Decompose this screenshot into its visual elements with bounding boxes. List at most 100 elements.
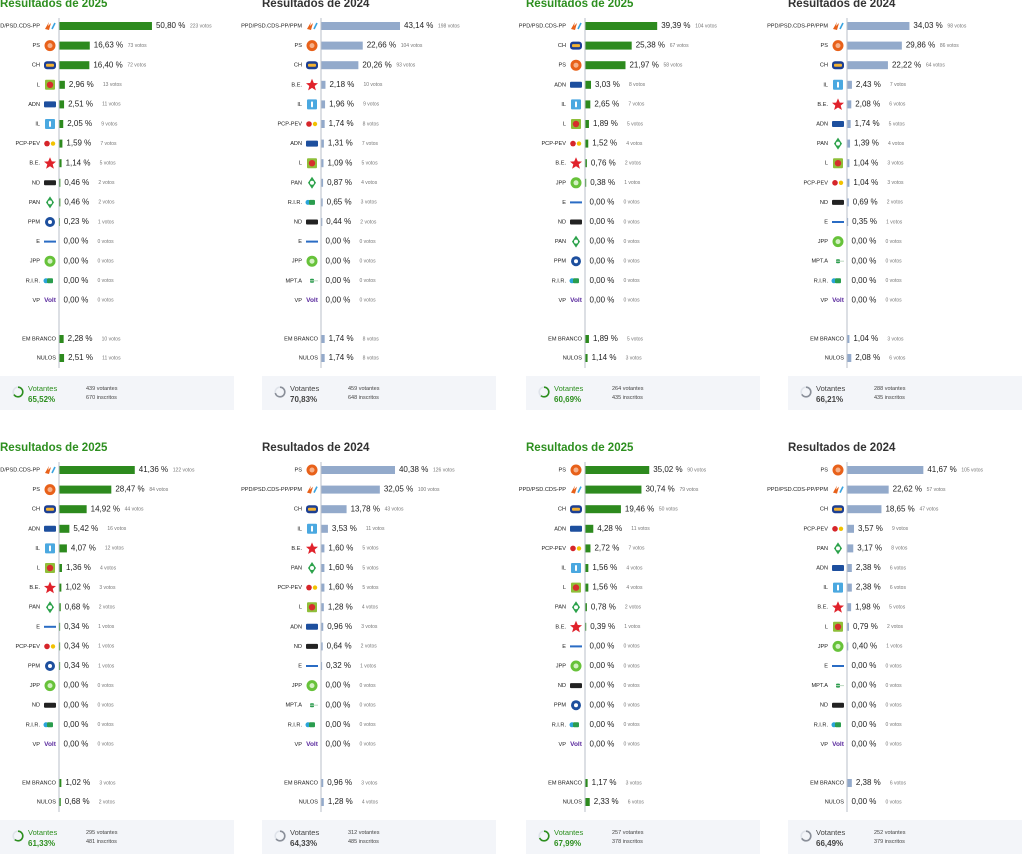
vote-bar [59, 564, 62, 572]
party-row: ADN 4,28 % 11 votos [554, 524, 650, 533]
vote-bar [847, 61, 888, 70]
turnout-ring-icon [12, 386, 24, 398]
party-name: CH [294, 63, 302, 69]
vote-percent: 0,00 % [64, 700, 89, 709]
party-row: PCP-PEV 1,60 % 5 votos [277, 583, 379, 592]
party-row: PAN 0,68 % 2 votos [29, 601, 115, 614]
vote-bar [847, 198, 849, 207]
vote-count: 8 votos [629, 82, 646, 88]
party-name: JPP [292, 683, 303, 689]
vote-count: 126 votos [433, 467, 455, 473]
vote-percent: 20,26 % [362, 60, 391, 69]
party-row: ND 0,46 % 2 votos [32, 178, 115, 187]
nd-logo-icon [306, 643, 318, 649]
vote-bar [847, 120, 851, 128]
panel-title: Resultados de 2025 [0, 442, 108, 454]
vote-percent: 21,97 % [629, 60, 658, 69]
mpt-logo-icon [310, 278, 318, 283]
party-row: PCP-PEV 1,52 % 4 votos [541, 139, 642, 148]
party-row: VP Volt 0,00 % 0 votos [295, 740, 377, 749]
party-name: PPM [28, 663, 40, 669]
vote-bar [59, 100, 65, 109]
rir-logo-icon [43, 278, 53, 284]
party-row: PPD/PSD.CDS-PP 50,80 % 223 votos [0, 21, 212, 30]
party-row: R.I.R. 0,00 % 0 votos [552, 720, 640, 729]
cdu-logo-icon [44, 140, 56, 147]
turnout-footer: Votantes 67,99% 257 votantes 378 inscrit… [526, 820, 760, 854]
vote-bar [585, 485, 642, 494]
vote-percent: 0,00 % [590, 661, 615, 670]
party-row: E 0,34 % 1 votos [36, 622, 114, 631]
vote-percent: 19,46 % [625, 504, 654, 513]
party-row: JPP 0,00 % 0 votos [818, 236, 902, 248]
chega-logo-icon [306, 61, 318, 70]
party-row: PAN 0,78 % 2 votos [555, 601, 642, 614]
party-row: PS 29,86 % 86 votos [821, 40, 959, 52]
inscritos-count: 670 inscritos [86, 395, 117, 401]
party-name: VP [33, 298, 41, 304]
psd-arrow-logo-icon [571, 485, 582, 494]
vote-percent: 50,80 % [156, 21, 185, 30]
party-name: PCP-PEV [541, 546, 566, 552]
vote-percent: 2,08 % [855, 100, 880, 109]
ergue-te-logo-icon [44, 239, 56, 245]
party-row: B.E. 2,08 % 6 votos [817, 98, 906, 110]
turnout-ring-icon [538, 830, 550, 842]
party-row: R.I.R. 0,00 % 0 votos [26, 720, 114, 729]
vote-percent: 0,00 % [852, 661, 877, 670]
vote-count: 7 votos [628, 546, 645, 552]
vote-count: 2 votos [625, 161, 642, 167]
party-row: E 0,35 % 1 votos [824, 217, 902, 226]
vote-bar [847, 779, 852, 787]
vote-percent: 1,28 % [328, 797, 353, 806]
jpp-logo-icon [570, 660, 582, 672]
vote-percent: 0,39 % [590, 622, 615, 631]
turnout-percent: 61,33% [28, 839, 56, 848]
bloco-star-logo-icon [570, 157, 582, 169]
adn-logo-icon [306, 623, 318, 630]
vote-count: 2 votos [361, 644, 378, 650]
party-name: IL [297, 526, 302, 532]
vote-bar [321, 80, 326, 89]
blank-votes-row: EM BRANCO 1,89 % 5 votos [548, 334, 643, 343]
party-name: PAN [555, 605, 566, 611]
vote-percent: 0,34 % [64, 661, 89, 670]
ps-rose-logo-icon [570, 464, 582, 476]
party-row: PCP-PEV 3,57 % 9 votos [803, 524, 908, 533]
party-row: PS 16,63 % 73 votos [33, 40, 147, 52]
party-row: PS 41,67 % 105 votos [821, 464, 984, 476]
vote-count: 0 votos [624, 722, 641, 728]
vote-bar [847, 139, 851, 148]
vote-bar [59, 505, 87, 514]
psd-arrow-logo-icon [45, 22, 56, 30]
vote-bar [321, 622, 324, 631]
vote-count: 67 votos [670, 43, 689, 49]
party-row: L 1,36 % 4 votos [37, 563, 117, 573]
vote-count: 3 votos [361, 780, 378, 786]
vote-percent: 0,00 % [852, 740, 877, 749]
party-name: PCP-PEV [15, 644, 40, 650]
party-name: E [36, 624, 40, 630]
null-votes-row: NULOS 0,68 % 2 votos [37, 797, 116, 806]
vote-bar [321, 159, 324, 168]
party-name: ND [294, 219, 302, 225]
party-row: PS 40,38 % 126 votos [295, 464, 455, 476]
vote-percent: 0,00 % [326, 700, 351, 709]
vote-count: 0 votos [886, 278, 903, 284]
party-row: PPM 0,00 % 0 votos [554, 256, 640, 267]
vote-percent: 13,78 % [351, 504, 380, 513]
turnout-ring-icon [538, 386, 550, 398]
party-name: IL [35, 121, 40, 127]
panel-title: Resultados de 2025 [526, 442, 634, 454]
blank-votes-row: EM BRANCO 2,38 % 6 votos [810, 778, 906, 787]
party-row: VP Volt 0,00 % 0 votos [33, 740, 115, 749]
vote-percent: 0,64 % [327, 642, 352, 651]
livre-logo-icon [307, 602, 317, 613]
party-name: PCP-PEV [277, 121, 302, 127]
party-name: PPD/PSD.CDS-PP [0, 23, 40, 29]
party-row: CH 16,40 % 72 votos [32, 60, 147, 69]
party-name: ADN [816, 565, 828, 571]
vote-percent: 0,00 % [64, 296, 89, 305]
party-name: PCP-PEV [803, 526, 828, 532]
vote-bar [321, 41, 363, 50]
